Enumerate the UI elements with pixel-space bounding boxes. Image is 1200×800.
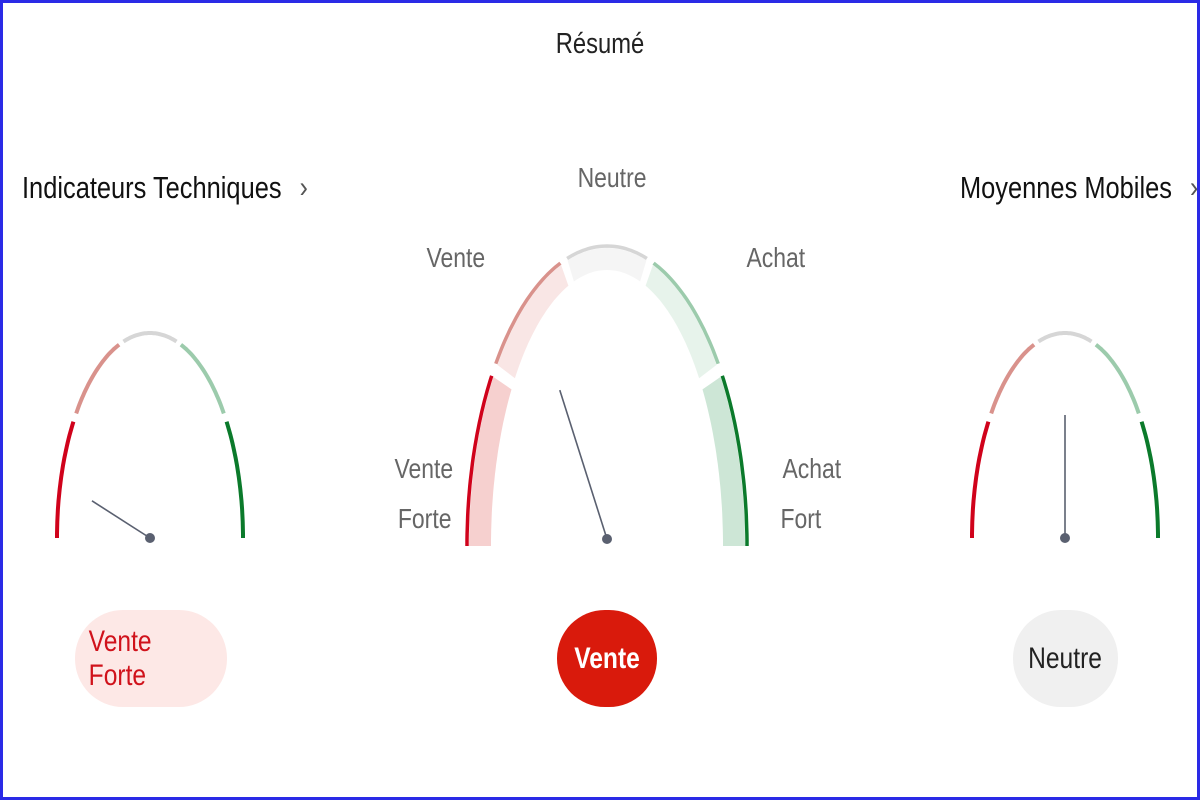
label-neutral: Neutre bbox=[577, 162, 647, 193]
gauge-segment bbox=[494, 261, 562, 365]
gauge-segment bbox=[465, 375, 494, 546]
label-buy: Achat bbox=[746, 242, 806, 273]
section-title: Indicateurs Techniques bbox=[22, 170, 282, 205]
gauge-segment bbox=[55, 421, 76, 538]
gauge-segment bbox=[74, 343, 121, 415]
gauge-needle-pivot bbox=[602, 534, 612, 544]
gauge-segment bbox=[1139, 421, 1160, 538]
result-badge-summary[interactable]: Vente bbox=[557, 610, 657, 707]
gauge-needle bbox=[91, 500, 151, 539]
gauge-segment-fill bbox=[469, 376, 512, 546]
gauge-segment-fill bbox=[497, 265, 569, 379]
chevron-right-icon: › bbox=[299, 171, 308, 204]
section-title: Moyennes Mobiles bbox=[960, 170, 1172, 205]
result-text: Vente Forte bbox=[88, 624, 152, 692]
gauge-segment-fill bbox=[702, 376, 745, 546]
gauge-segment bbox=[720, 375, 749, 546]
gauge-needle-pivot bbox=[1060, 533, 1070, 543]
chevron-right-icon: › bbox=[1189, 171, 1199, 204]
gauge-needle bbox=[559, 389, 608, 540]
gauge-segment-fill bbox=[645, 265, 717, 379]
label-strong-buy-1: Achat bbox=[782, 453, 842, 484]
gauge-segment bbox=[1037, 331, 1093, 344]
technical-indicators-link[interactable]: Indicateurs Techniques › bbox=[22, 170, 308, 206]
result-text: Vente bbox=[574, 641, 640, 675]
gauge-segment bbox=[179, 343, 226, 415]
gauge-needle-pivot bbox=[145, 533, 155, 543]
moving-averages-link[interactable]: Moyennes Mobiles › bbox=[960, 170, 1198, 206]
label-strong-sell-1: Vente bbox=[394, 453, 454, 484]
gauge-segment bbox=[970, 421, 991, 538]
page-title: Résumé bbox=[555, 28, 645, 60]
result-badge-moving-averages[interactable]: Neutre bbox=[1013, 610, 1118, 707]
result-badge-technical[interactable]: Vente Forte bbox=[75, 610, 227, 707]
label-strong-buy-2: Fort bbox=[780, 503, 822, 534]
gauge-segment bbox=[989, 343, 1036, 415]
gauge-segment bbox=[1094, 343, 1141, 415]
gauge-segment bbox=[122, 331, 178, 344]
gauge-segment bbox=[652, 261, 720, 365]
label-strong-sell-2: Forte bbox=[397, 503, 452, 534]
gauge-segment-fill bbox=[567, 248, 647, 282]
gauge-segment bbox=[224, 421, 245, 538]
result-text: Neutre bbox=[1028, 641, 1103, 675]
label-sell: Vente bbox=[426, 242, 486, 273]
gauge-segment bbox=[566, 244, 648, 260]
